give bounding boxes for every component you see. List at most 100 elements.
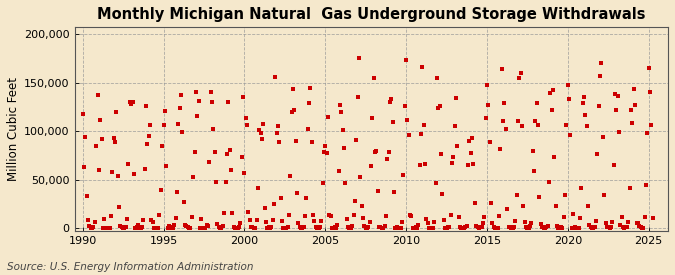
Point [292, 191, 302, 195]
Point [615, 222, 626, 227]
Point [543, 180, 554, 184]
Point [487, 221, 497, 226]
Point [289, 107, 300, 112]
Point [304, 101, 315, 106]
Point [81, 193, 92, 198]
Point [312, 226, 323, 230]
Point [647, 216, 658, 220]
Point [367, 116, 378, 121]
Point [523, 226, 534, 230]
Point [427, 226, 437, 230]
Point [112, 174, 123, 178]
Point [324, 213, 335, 217]
Title: Monthly Michigan Natural  Gas Underground Storage Withdrawals: Monthly Michigan Natural Gas Underground… [97, 7, 645, 22]
Point [404, 133, 414, 137]
Point [373, 189, 383, 193]
Point [435, 103, 446, 108]
Point [104, 226, 115, 230]
Point [423, 221, 433, 225]
Point [622, 224, 632, 229]
Y-axis label: Million Cubic Feet: Million Cubic Feet [7, 77, 20, 181]
Point [285, 174, 296, 179]
Point [460, 225, 470, 230]
Point [516, 124, 527, 129]
Point [618, 224, 628, 229]
Point [202, 223, 213, 228]
Point [639, 214, 650, 219]
Point [531, 100, 542, 105]
Point [284, 213, 294, 217]
Point [135, 226, 146, 230]
Point [190, 90, 201, 95]
Point [250, 226, 261, 230]
Point [519, 220, 530, 224]
Point [319, 150, 329, 154]
Point [428, 226, 439, 230]
Point [576, 186, 587, 191]
Point [562, 82, 573, 87]
Point [321, 151, 332, 156]
Point [144, 123, 155, 127]
Point [150, 226, 161, 230]
Point [84, 224, 95, 228]
Point [293, 220, 304, 225]
Point [86, 226, 97, 230]
Point [589, 225, 600, 229]
Point [301, 196, 312, 200]
Point [197, 226, 208, 230]
Point [371, 148, 382, 153]
Point [462, 163, 473, 167]
Point [558, 215, 569, 219]
Point [529, 169, 539, 173]
Point [512, 119, 523, 123]
Point [611, 108, 622, 112]
Point [386, 97, 397, 101]
Point [554, 226, 565, 230]
Point [300, 214, 310, 218]
Point [271, 131, 282, 135]
Point [131, 225, 142, 229]
Point [402, 118, 413, 122]
Point [537, 224, 547, 229]
Point [228, 225, 239, 229]
Point [421, 216, 432, 221]
Point [379, 224, 390, 229]
Point [119, 226, 130, 230]
Point [244, 217, 255, 222]
Point [432, 76, 443, 80]
Point [344, 226, 355, 230]
Point [553, 226, 564, 230]
Point [374, 225, 385, 229]
Point [185, 226, 196, 230]
Point [219, 210, 230, 215]
Point [134, 226, 144, 230]
Point [573, 226, 584, 230]
Point [77, 112, 88, 116]
Point [362, 226, 373, 230]
Point [78, 165, 89, 169]
Point [472, 225, 483, 229]
Point [355, 175, 366, 179]
Point [224, 148, 235, 152]
Point [577, 101, 588, 105]
Point [107, 170, 117, 174]
Point [151, 225, 162, 230]
Point [256, 137, 267, 141]
Point [184, 226, 194, 230]
Point [178, 200, 189, 204]
Point [389, 190, 400, 195]
Point [569, 225, 580, 229]
Point [169, 223, 180, 228]
Point [578, 95, 589, 99]
Point [85, 226, 96, 230]
Point [470, 224, 481, 228]
Point [167, 226, 178, 230]
Point [449, 124, 460, 128]
Point [561, 123, 572, 127]
Point [631, 220, 642, 225]
Point [205, 90, 216, 94]
Point [635, 225, 646, 229]
Point [481, 83, 492, 87]
Point [234, 225, 244, 229]
Text: Source: U.S. Energy Information Administration: Source: U.S. Energy Information Administ… [7, 262, 253, 272]
